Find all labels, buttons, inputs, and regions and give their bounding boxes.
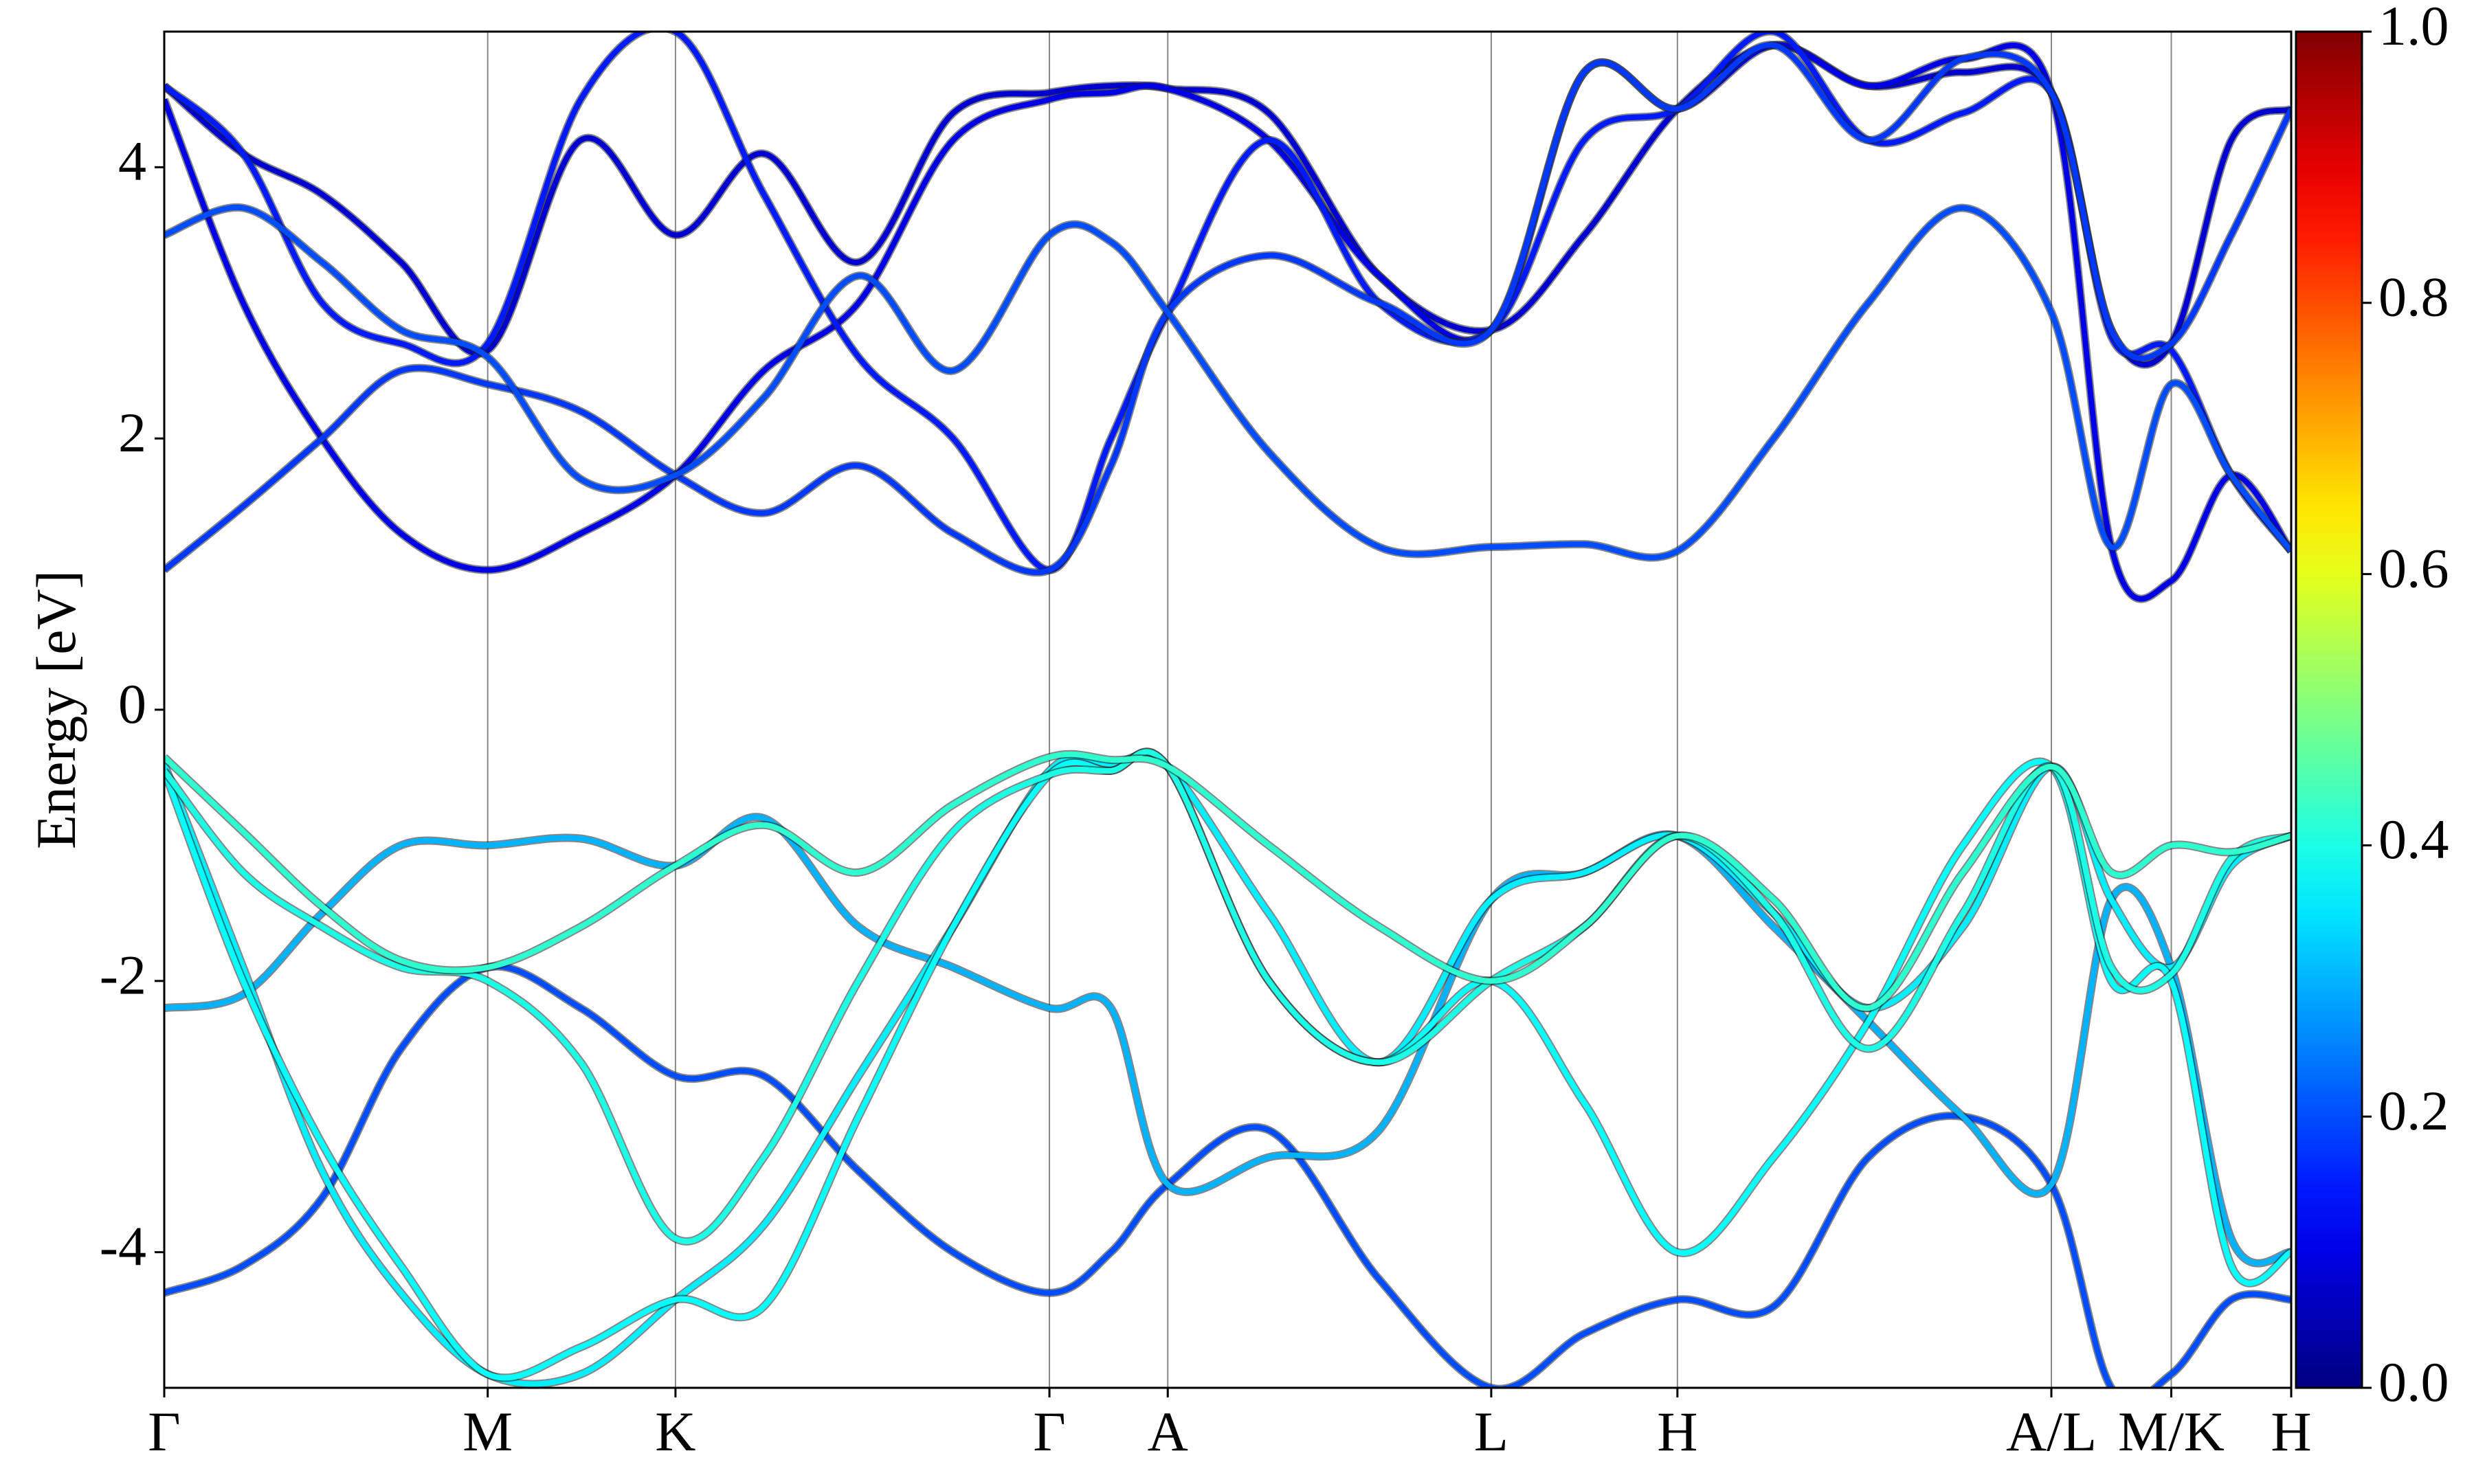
band-line (164, 32, 2291, 573)
x-tick-label: H (2271, 1400, 2311, 1463)
band-line (164, 42, 2291, 368)
x-tick-label: A/L (2006, 1400, 2097, 1463)
colorbar-tick-label: 0.6 (2378, 537, 2449, 599)
x-tick-label: H (1657, 1400, 1697, 1463)
colorbar-tick-label: 1.0 (2378, 0, 2449, 57)
x-tick-label: K (655, 1400, 695, 1463)
bands (164, 32, 2291, 1388)
band-outline (164, 962, 2291, 1388)
y-tick-label: 4 (118, 130, 146, 192)
colorbar-tick-label: 0.2 (2378, 1079, 2449, 1142)
y-axis-title: Energy [eV] (25, 570, 87, 849)
y-tick-label: -4 (100, 1215, 146, 1277)
y-tick-label: -2 (100, 944, 146, 1007)
colorbar-tick-label: 0.0 (2378, 1351, 2449, 1413)
x-tick-label: M (463, 1400, 513, 1463)
x-tick-label: Γ (148, 1400, 180, 1463)
plot-frame (163, 30, 2293, 1389)
band-line (164, 42, 2291, 576)
x-tick-label: A (1148, 1400, 1188, 1463)
band-line (164, 751, 2291, 1011)
colorbar-tick-label: 0.4 (2378, 808, 2449, 870)
band-line (164, 814, 2291, 1266)
x-tick-label: L (1474, 1400, 1508, 1463)
x-tick-label: M/K (2118, 1400, 2225, 1463)
band-outline (164, 41, 2291, 603)
x-tick-label: Γ (1033, 1400, 1065, 1463)
band-outline (164, 813, 2291, 1268)
colorbar-tick-label: 0.8 (2378, 266, 2449, 328)
y-tick-label: 0 (118, 673, 146, 735)
band-line (164, 204, 2291, 561)
band-outline (164, 41, 2291, 577)
colorbar (2295, 30, 2363, 1389)
band-line (164, 42, 2291, 602)
band-line (164, 963, 2291, 1388)
y-tick-label: 2 (118, 401, 146, 464)
